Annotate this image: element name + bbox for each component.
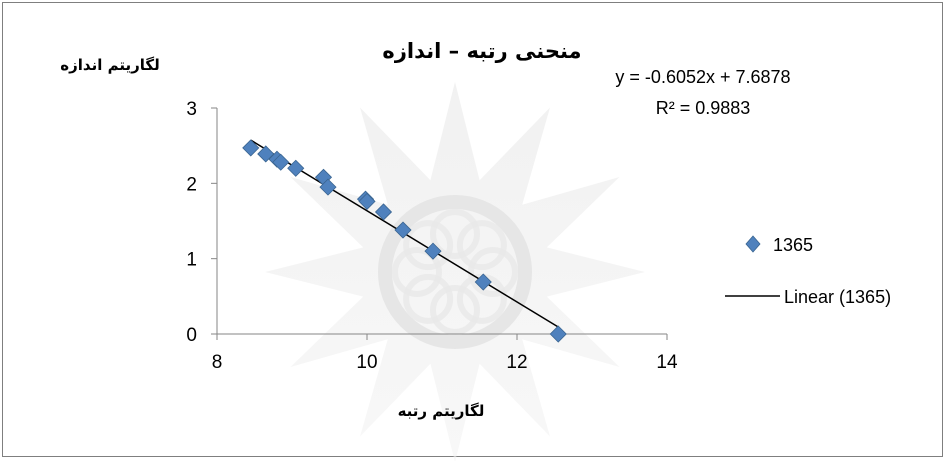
trendline-equation: y = -0.6052x + 7.6878 [615,67,790,87]
legend-diamond-marker [745,235,761,253]
r-squared-label: R² = 0.9883 [656,98,751,118]
data-point [474,273,492,291]
data-point [549,325,567,343]
watermark-ring [378,195,532,349]
data-point [287,159,305,177]
watermark-star [265,82,645,461]
x-axis-label: لگاریتم رتبه [398,402,485,420]
legend: 1365 Linear (1365) [725,235,891,307]
x-tick-label: 14 [656,352,678,373]
watermark-petal [392,247,442,297]
data-point [319,178,337,196]
data-point [358,192,376,210]
watermark-petal [430,209,480,259]
y-tick-label: 0 [186,325,197,346]
watermark-petal [456,220,507,271]
watermark-petal [403,220,454,271]
legend-trendline-label: Linear (1365) [784,287,891,307]
chart-title: منحنی رتبه – اندازه [382,39,581,63]
y-tick-label: 1 [186,250,197,271]
y-tick-label: 2 [186,174,197,195]
data-point [394,221,412,239]
data-point [374,203,393,221]
watermark-petal [468,247,518,297]
watermark-petal [430,285,480,335]
data-point [424,242,442,260]
legend-series-label: 1365 [773,235,813,255]
y-tick-label: 3 [186,99,197,120]
watermark-petal [403,273,454,324]
y-axis-label: لگاریتم اندازه [60,56,159,74]
x-tick-label: 10 [356,352,377,373]
data-point [272,153,290,171]
data-point [242,139,260,157]
x-tick-label: 12 [506,352,527,373]
points-layer [242,139,567,343]
x-tick-label: 8 [212,352,223,373]
